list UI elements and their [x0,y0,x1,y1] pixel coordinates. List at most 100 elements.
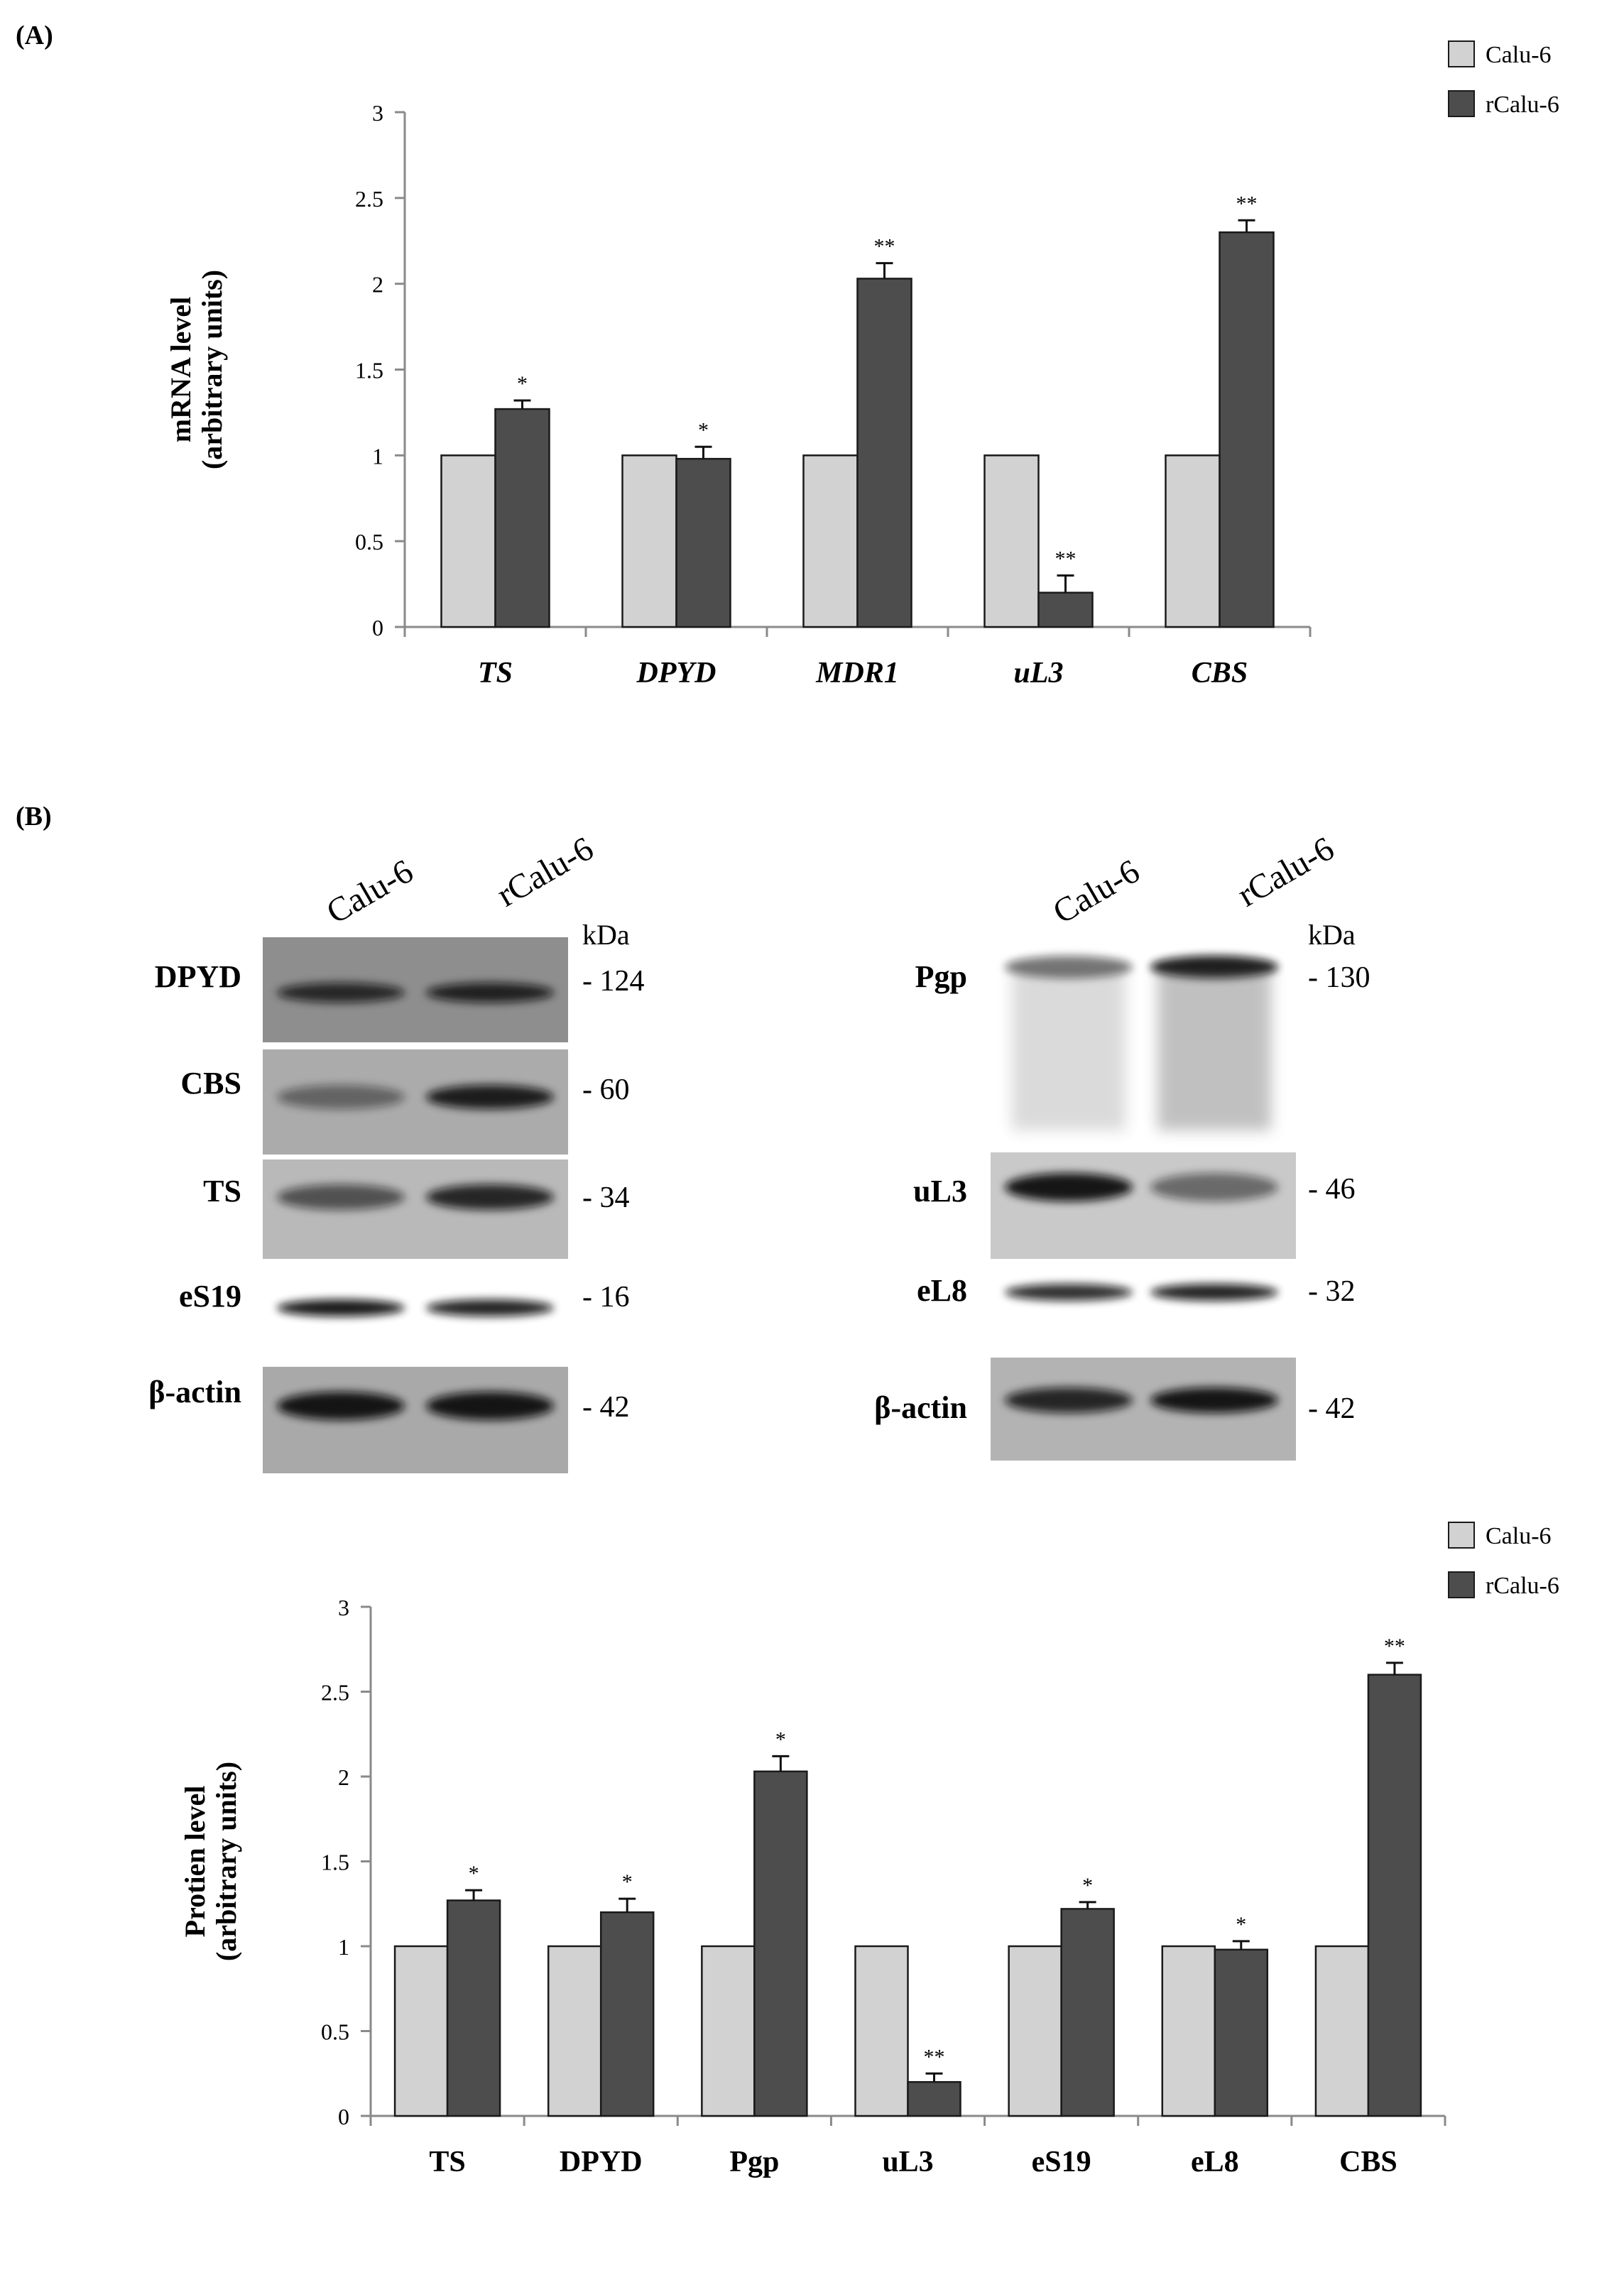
category-label: DPYD [636,657,716,689]
y-tick-label: 0 [338,2104,349,2129]
y-tick-label: 2.5 [321,1680,349,1706]
category-label: MDR1 [815,657,899,689]
blot-strip [991,1152,1296,1259]
y-tick-label: 2 [338,1764,349,1790]
band-smear [1157,967,1271,1130]
lane-label: rCalu-6 [491,829,599,914]
kda-unit-label: kDa [1308,919,1356,951]
kda-marker: - 42 [1308,1392,1356,1425]
bar-calu6 [547,1945,602,2117]
band-rcalu6 [426,1299,554,1316]
protein-label: DPYD [155,959,241,994]
significance-mark: * [469,1862,479,1885]
bar-calu6 [1314,1945,1370,2117]
kda-marker: - 60 [582,1074,630,1106]
kda-marker: - 42 [582,1391,630,1424]
bar-calu6 [701,1945,756,2117]
y-axis-label-line: mRNA level [165,297,197,443]
y-tick-label: 2.5 [355,186,383,212]
panel-label-a: (A) [16,21,53,50]
band-rcalu6 [1150,1284,1278,1301]
y-tick-label: 1.5 [355,358,383,383]
category-label: uL3 [882,2146,933,2178]
legend-swatch [1448,1522,1475,1549]
bar-calu6 [983,454,1040,628]
significance-mark: ** [1236,192,1258,215]
band-smear [1012,967,1126,1130]
y-tick-label: 3 [372,100,383,126]
bar-rcalu6 [1219,231,1275,628]
legend-label: rCalu-6 [1486,92,1559,118]
bar-rcalu6 [753,1770,808,2117]
y-axis-label-line: Protien level [179,1786,211,1938]
category-label: Pgp [729,2146,779,2178]
protein-label: eS19 [179,1279,241,1314]
bar-rcalu6 [1037,591,1094,628]
y-tick-label: 1 [338,1934,349,1960]
band-rcalu6 [1150,1173,1278,1201]
protein-label: TS [203,1174,241,1208]
kda-marker: - 16 [582,1281,630,1314]
lane-label: rCalu-6 [1231,829,1340,914]
significance-mark: * [1236,1913,1246,1936]
kda-marker: - 130 [1308,961,1370,994]
kda-marker: - 34 [582,1182,630,1214]
category-label: TS [478,657,513,689]
significance-mark: ** [1384,1635,1405,1658]
protein-label: β-actin [874,1390,967,1425]
significance-mark: * [1082,1874,1093,1897]
band-rcalu6 [426,983,554,1003]
bar-calu6 [1161,1945,1216,2117]
significance-mark: * [698,418,709,442]
legend-swatch [1448,40,1475,67]
y-tick-label: 3 [338,1595,349,1620]
band-rcalu6 [1150,1387,1278,1413]
bar-rcalu6 [907,2080,961,2117]
bar-calu6 [1008,1945,1062,2117]
legend-swatch [1448,1571,1475,1598]
blot-strip [263,1159,568,1259]
legend-label: rCalu-6 [1486,1573,1559,1599]
kda-marker: - 46 [1308,1173,1356,1206]
blot-strip [991,1262,1296,1353]
y-tick-label: 0.5 [321,2019,349,2045]
y-axis-label: mRNA level(arbitrary units) [165,270,228,469]
category-label: TS [429,2146,465,2178]
blot-panel-left: Calu-6 rCalu-6 kDa DPYD - 124 CBS - 60 TS - 34 eS… [148,829,645,1473]
significance-mark: ** [924,2045,945,2068]
bar-calu6 [440,454,496,628]
bar-rcalu6 [1214,1948,1269,2117]
bar-calu6 [854,1945,909,2117]
category-label: DPYD [560,2146,643,2178]
significance-mark: * [517,372,528,395]
band-calu6 [1005,1284,1133,1301]
significance-mark: * [622,1870,633,1894]
kda-marker: - 124 [582,965,645,998]
legend-swatch [1448,90,1475,117]
bar-calu6 [802,454,859,628]
y-tick-label: 1 [372,443,383,469]
chart-a-mrna: 0 0.5 1 1.5 2 2.5 3 mRNA level(arbitrary units)… [165,40,1559,689]
bar-rcalu6 [599,1911,655,2117]
y-axis-label-line: (arbitrary units) [210,1762,242,1961]
category-label: CBS [1192,657,1248,689]
band-calu6 [277,983,405,1003]
bar-calu6 [621,454,677,628]
significance-mark: ** [1055,547,1077,571]
category-label: eL8 [1191,2146,1239,2178]
chart-b-protein: 0 0.5 1 1.5 2 2.5 3 Protien level(arbitrary uni… [179,1522,1559,2178]
bar-calu6 [393,1945,449,2117]
y-tick-label: 0.5 [355,529,383,555]
blot-strip [263,1367,568,1473]
y-tick-label: 0 [372,615,383,640]
band-rcalu6 [426,1085,554,1109]
band-calu6 [277,1184,405,1210]
category-label: uL3 [1013,657,1063,689]
lane-label: Calu-6 [1047,852,1146,931]
bar-rcalu6 [446,1899,501,2117]
panel-label-b: (B) [16,802,52,831]
legend-label: Calu-6 [1486,1523,1552,1549]
protein-label: CBS [180,1066,241,1101]
band-calu6 [1005,1173,1133,1201]
